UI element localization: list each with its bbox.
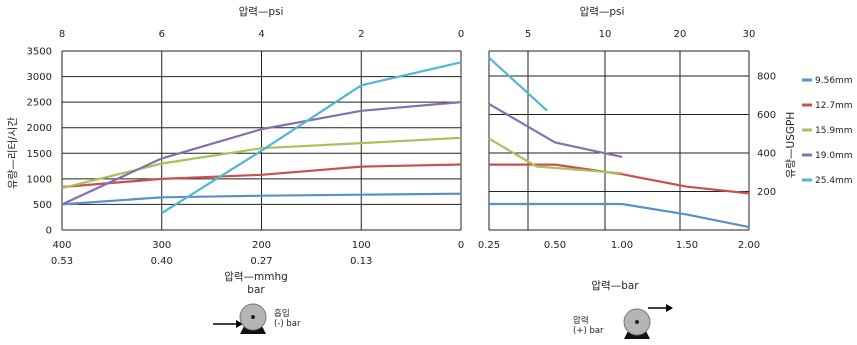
left-y-tick-label: 2000 [27,123,52,134]
legend-label: 9.56mm [815,76,853,86]
right-series-line-9.56mm [489,202,750,229]
left-top-tick-label: 0 [458,29,464,40]
left-panel: 05001000150020002500300035004000.5383000… [27,29,465,267]
right-top-tick-label: 5 [525,29,531,40]
left-x-tick-label: 300 [152,240,171,251]
suction-sub-label: (-) bar [274,319,301,329]
left-x-tick-label-bar: 0.27 [250,256,272,267]
left-top-tick-label: 4 [258,29,264,40]
right-top-axis-title: 압력—psi [580,5,625,18]
right-x-tick-label: 0.50 [544,240,566,251]
left-x-tick-label: 0 [458,240,464,251]
legend-label: 12.7mm [815,101,853,111]
left-bottom-axis-title: 압력—mmhg [224,270,288,283]
suction-arrow-head [236,320,243,328]
left-top-tick-label: 6 [159,29,165,40]
right-top-tick-label: 30 [743,29,756,40]
right-y-tick-label: 600 [757,110,776,121]
right-x-tick-label: 0.25 [478,240,500,251]
left-series-line-19.0mm [61,101,462,206]
left-series-line-12.7mm [61,163,462,189]
pressure-pump-illustration: 압력 (+) bar [573,304,673,339]
right-series-line-19.0mm [488,102,623,158]
left-y-tick-label: 2500 [27,98,52,109]
right-panel: 200 400 600 800 5 10 20 30 0.25 0.50 1.00 1.50 2.00 [478,29,776,251]
right-top-tick-label: 10 [599,29,612,40]
left-y-tick-label: 0 [46,226,52,237]
left-bottom-axis-title-2: bar [247,284,265,296]
right-x-tick-label: 1.50 [676,240,698,251]
left-y-tick-label: 3500 [27,47,52,58]
right-series-line-25.4mm [488,56,548,112]
left-x-tick-label: 100 [352,240,371,251]
right-x-tick-label: 2.00 [738,240,760,251]
right-series-line-15.9mm [488,137,623,175]
left-x-tick-label: 400 [52,240,71,251]
legend-label: 15.9mm [815,126,853,136]
left-x-tick-label-bar: 0.53 [51,256,73,267]
left-series-line-15.9mm [61,136,462,190]
pressure-pump-core [635,320,639,324]
suction-pump-illustration: 흡입 (-) bar [213,303,301,334]
right-y-tick-label: 800 [757,72,776,83]
right-y-tick-label: 200 [757,187,776,198]
suction-label: 흡입 [274,308,290,319]
left-x-tick-label: 200 [252,240,271,251]
left-top-tick-label: 8 [59,29,65,40]
left-y-tick-label: 1500 [27,149,52,160]
left-y-tick-label: 1000 [27,174,52,185]
left-series-line-25.4mm [161,61,462,215]
right-y-axis-title: 유량—USGPH [785,112,797,179]
legend: 9.56mm 12.7mm 15.9mm 19.0mm 25.4mm [802,76,853,186]
left-series-line-9.56mm [61,192,462,206]
left-x-tick-label-bar: 0.40 [151,256,173,267]
left-y-axis-title: 유량—리터/시간 [7,117,19,189]
left-top-tick-label: 2 [358,29,364,40]
pressure-sub-label: (+) bar [573,326,604,336]
left-x-tick-label-bar: 0.13 [350,256,372,267]
legend-label: 19.0mm [815,151,853,161]
right-top-tick-label: 20 [674,29,687,40]
right-bottom-axis-title: 압력—bar [591,279,639,292]
left-y-tick-label: 500 [33,200,52,211]
pressure-arrow-head [666,304,673,312]
suction-pump-core [251,315,255,319]
left-y-tick-label: 3000 [27,72,52,83]
legend-label: 25.4mm [815,176,853,186]
left-top-axis-title: 압력—psi [239,5,284,18]
right-x-tick-label: 1.00 [611,240,633,251]
pressure-label: 압력 [573,315,589,326]
right-y-tick-label: 400 [757,149,776,160]
